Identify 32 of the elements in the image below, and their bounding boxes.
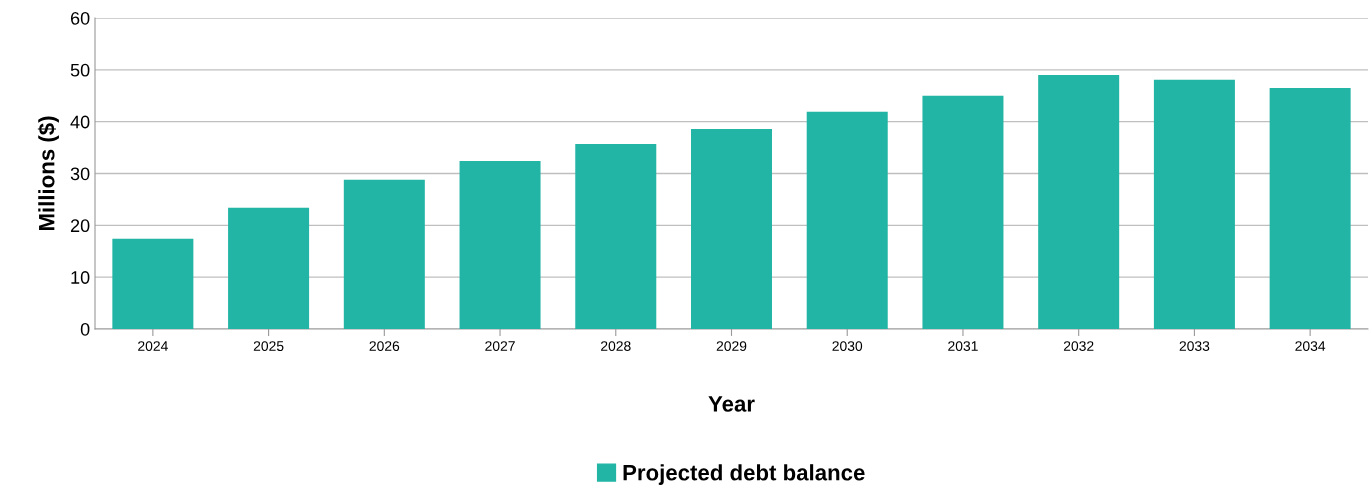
bar [691, 128, 772, 329]
bar [1153, 79, 1235, 329]
x-tick-label: 2026 [369, 341, 400, 352]
bar [922, 95, 1004, 329]
y-tick-label: 40 [70, 115, 90, 129]
x-tick-label: 2027 [485, 341, 515, 352]
x-tick-label: 2032 [1063, 341, 1094, 352]
y-axis-title: Millions ($) [37, 116, 59, 231]
bar [459, 161, 541, 329]
y-tick-label: 10 [71, 271, 90, 284]
bar [343, 179, 425, 329]
bar [806, 111, 888, 329]
x-tick-label: 2033 [1179, 341, 1210, 352]
bar [1038, 75, 1120, 329]
y-tick-label: 30 [70, 167, 90, 181]
y-tick-label: 0 [80, 322, 90, 336]
x-tick-label: 2029 [716, 341, 747, 352]
y-tick-label: 60 [70, 11, 90, 25]
x-axis-title: Year [708, 396, 755, 412]
bar [112, 238, 194, 329]
bar [1269, 87, 1351, 329]
x-tick-label: 2025 [253, 341, 284, 352]
y-tick-label: 50 [70, 63, 90, 77]
x-tick-label: 2031 [948, 341, 978, 352]
bar [228, 207, 310, 329]
x-tick-label: 2024 [138, 341, 168, 352]
x-tick-label: 2034 [1295, 341, 1326, 352]
x-tick-label: 2028 [601, 341, 631, 352]
x-tick-label: 2030 [832, 341, 863, 352]
legend-label: Projected debt balance [623, 464, 865, 485]
y-tick-label: 20 [70, 219, 90, 233]
bar [575, 143, 657, 329]
